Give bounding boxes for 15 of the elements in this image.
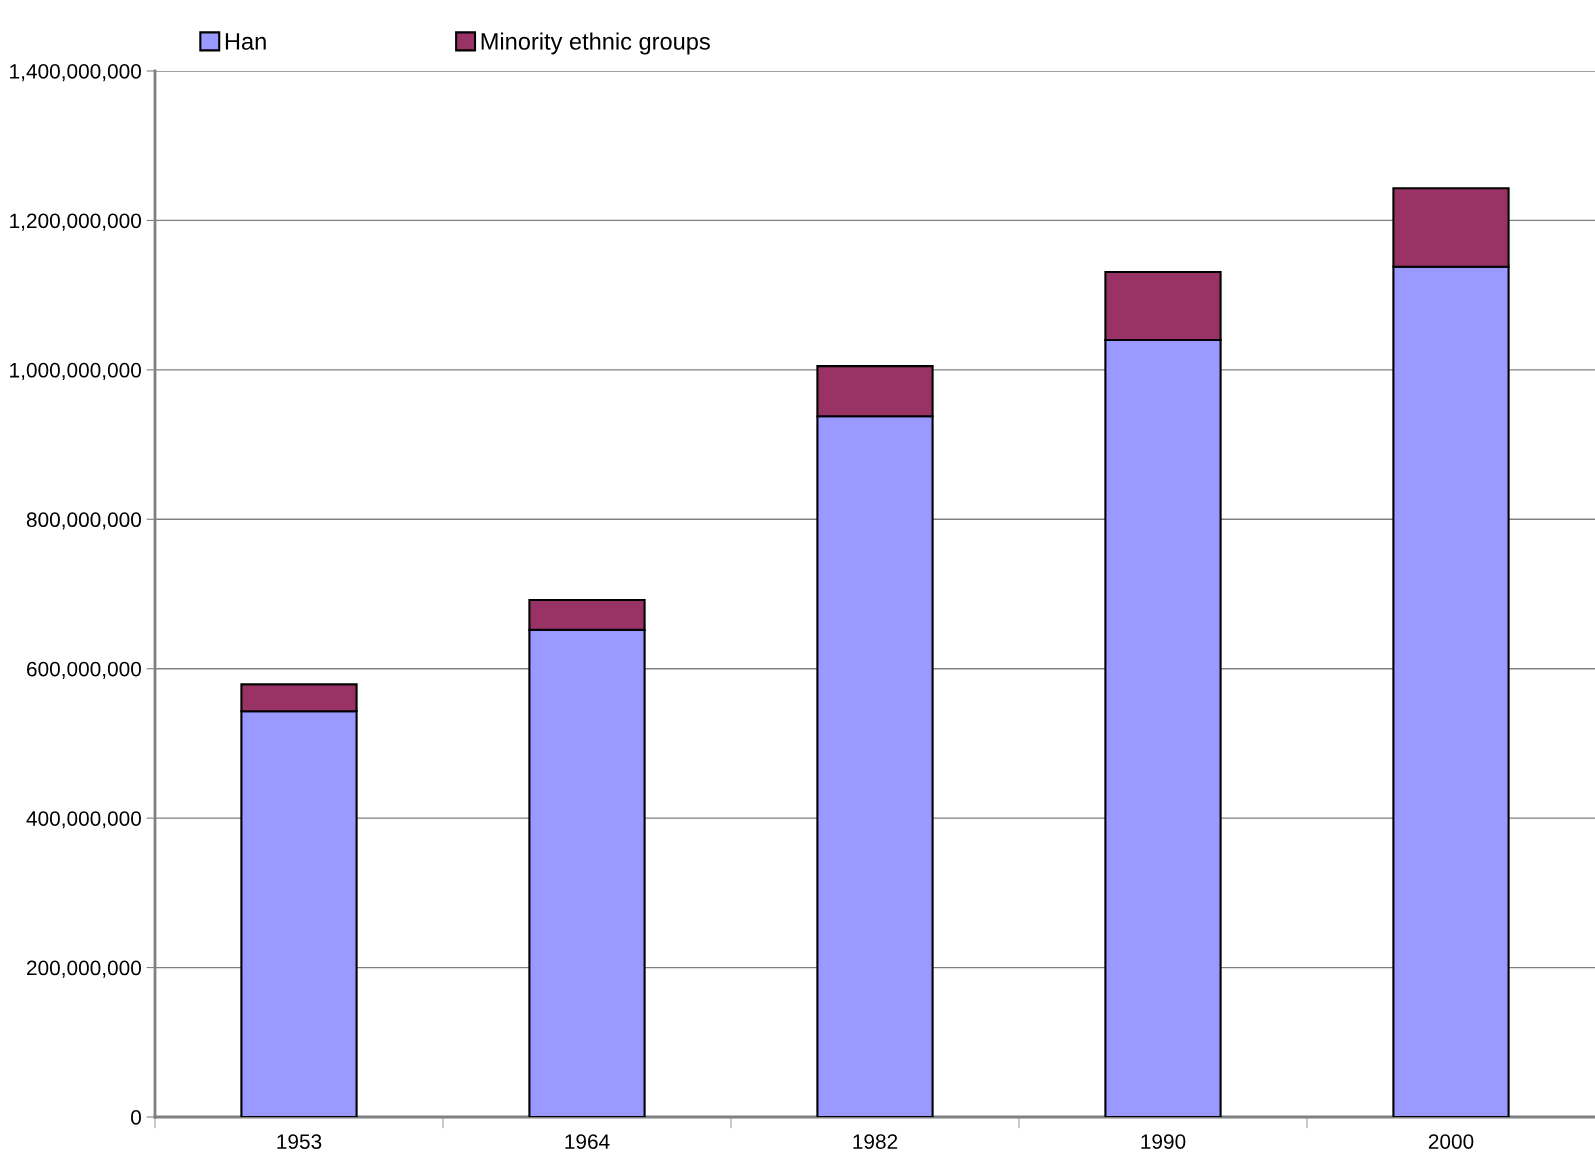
- x-tick-label: 1964: [565, 1134, 610, 1149]
- y-tick-label: 1,200,000,000: [10, 213, 141, 231]
- x-tick-label: 1953: [277, 1134, 322, 1149]
- x-tick-label: 2000: [1428, 1134, 1474, 1149]
- y-tick-label: 1,400,000,000: [10, 64, 141, 82]
- legend-label: Minority ethnic groups: [481, 32, 710, 55]
- legend-label: Han: [225, 33, 266, 50]
- y-tick-label: 400,000,000: [26, 811, 141, 829]
- y-tick-label: 200,000,000: [27, 960, 141, 978]
- x-tick-label: 1982: [853, 1134, 898, 1149]
- y-tick-label: 600,000,000: [27, 661, 141, 679]
- y-tick-label: 0: [131, 1110, 141, 1125]
- x-tick-label: 1990: [1141, 1134, 1186, 1149]
- y-tick-label: 800,000,000: [26, 512, 141, 530]
- y-tick-label: 1,000,000,000: [10, 362, 141, 381]
